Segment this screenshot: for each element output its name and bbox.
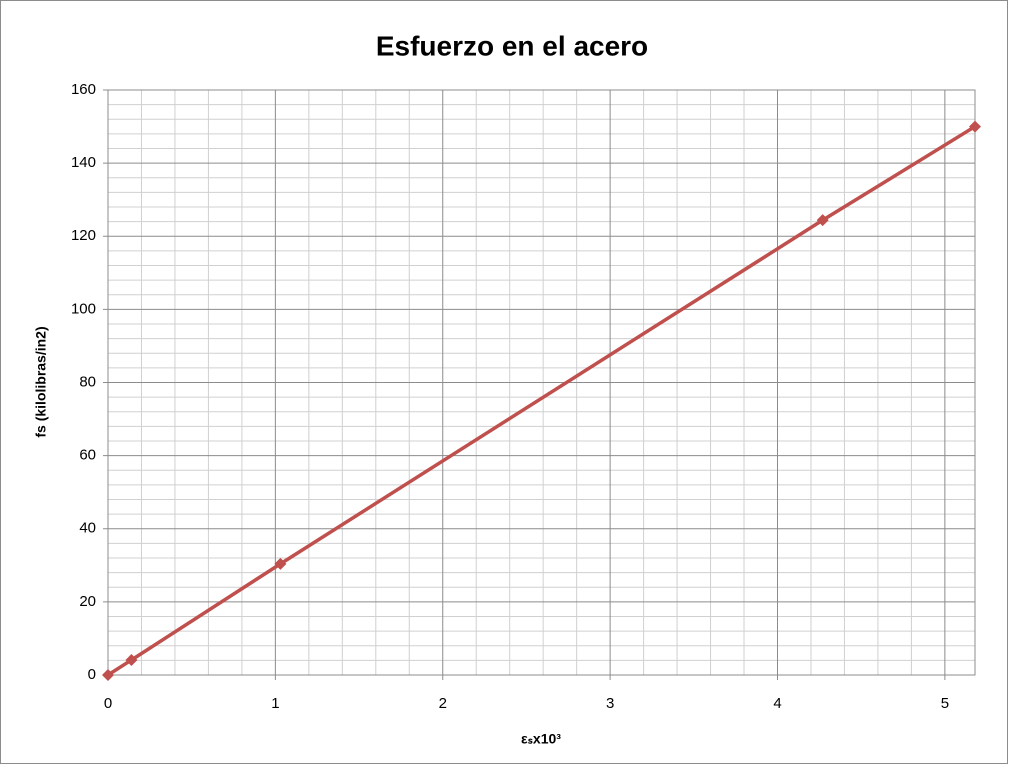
x-tick-label: 4 <box>773 695 781 712</box>
y-tick-label: 100 <box>71 300 96 317</box>
plot-border <box>107 89 976 676</box>
data-point <box>102 669 114 681</box>
x-tick-label: 2 <box>439 695 447 712</box>
x-axis-label: εₛx10³ <box>521 731 561 747</box>
x-tick-label: 5 <box>941 695 949 712</box>
y-tick-label: 20 <box>79 593 96 610</box>
y-axis-label: fs (kilolibras/in2) <box>33 326 49 437</box>
x-tick-label: 3 <box>606 695 614 712</box>
data-point <box>816 214 829 227</box>
y-tick-label: 60 <box>79 447 96 464</box>
data-point <box>969 120 981 133</box>
y-tick-label: 80 <box>79 373 96 390</box>
chart-title: Esfuerzo en el acero <box>376 30 648 61</box>
data-point <box>274 557 287 570</box>
y-tick-label: 0 <box>88 666 96 683</box>
y-tick-label: 140 <box>71 154 96 171</box>
y-tick-label: 160 <box>71 81 96 98</box>
y-tick-label: 120 <box>71 227 96 244</box>
data-point <box>125 654 138 667</box>
y-tick-label: 40 <box>79 520 96 537</box>
x-tick-label: 1 <box>271 695 279 712</box>
x-tick-label: 0 <box>104 695 112 712</box>
